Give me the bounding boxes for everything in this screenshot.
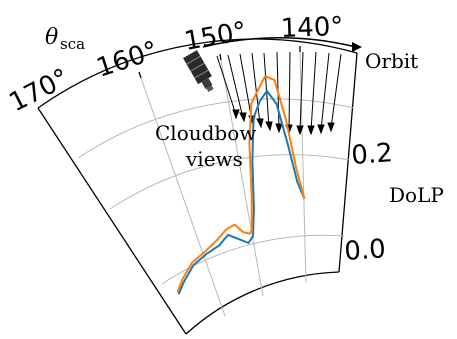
grid-radial-140 (299, 51, 307, 283)
view-arrow (251, 52, 264, 129)
outer-arc (37, 38, 358, 109)
view-arrow (307, 51, 317, 136)
grid-arc-3 (77, 98, 355, 159)
tick-mark-160 (138, 71, 142, 79)
view-arrow (327, 53, 342, 133)
view-arrow (227, 54, 247, 123)
grid-radial-160 (140, 77, 226, 317)
satellite-icon (183, 50, 214, 93)
dolp-axis-label: DoLP (389, 183, 444, 207)
grid-arc-2 (109, 154, 351, 210)
grid-arc-1 (161, 234, 345, 285)
orbit-label: Orbit (365, 49, 418, 73)
dolp-tick-0.0: 0.0 (343, 234, 386, 267)
tick-label-160: 160° (93, 36, 162, 84)
view-arrow (317, 52, 330, 135)
left-edge (37, 107, 187, 335)
dolp-curves (176, 75, 306, 295)
cloudbow-views-label-2: views (185, 147, 243, 171)
grid-radial-150 (220, 59, 264, 297)
orbit-track (202, 37, 362, 52)
angle-tick-marks (138, 46, 301, 79)
view-arrows (216, 51, 342, 136)
tick-mark-150 (219, 53, 222, 61)
tick-label-140: 140° (280, 12, 344, 44)
inner-arc (185, 271, 340, 335)
orbit-arrowhead (352, 42, 362, 52)
dolp-series-orange (176, 75, 306, 293)
tick-label-150: 150° (182, 16, 249, 56)
orbit-arc (202, 37, 357, 48)
polar-frame (37, 38, 358, 335)
dolp-tick-0.2: 0.2 (350, 138, 393, 171)
axis-label-theta: θ (45, 25, 58, 50)
axis-label-subscript: sca (60, 35, 85, 53)
cloudbow-views-label-1: Cloudbow (155, 121, 256, 145)
view-arrow (216, 55, 240, 120)
view-arrow (296, 51, 304, 136)
grid (77, 51, 355, 317)
dolp-series-blue (177, 89, 306, 295)
